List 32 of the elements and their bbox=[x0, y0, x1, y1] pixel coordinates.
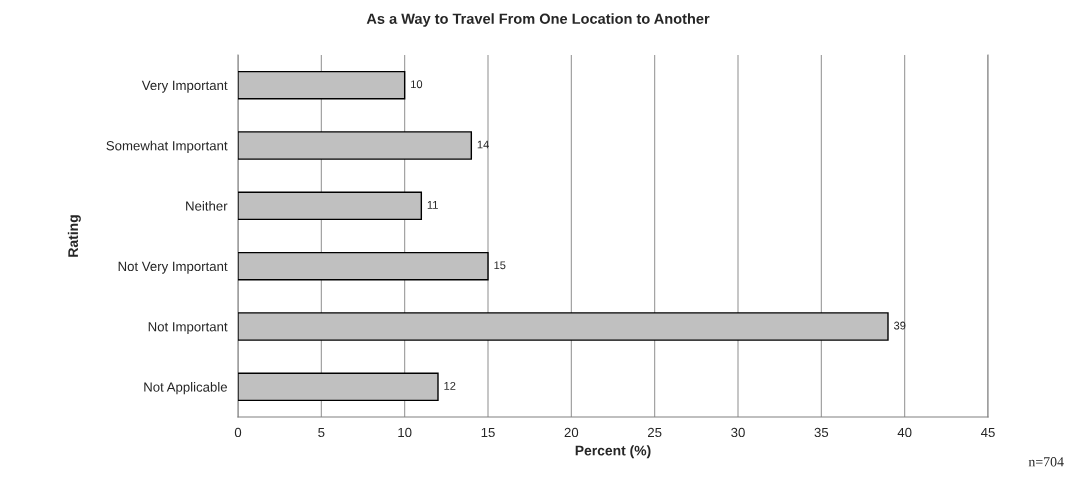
x-tick-label: 45 bbox=[980, 427, 995, 438]
y-tick-label: Not Important bbox=[148, 322, 228, 335]
data-label: 14 bbox=[477, 140, 489, 149]
y-tick-label: Somewhat Important bbox=[106, 140, 228, 154]
data-label: 15 bbox=[494, 261, 506, 270]
x-tick-label: 10 bbox=[398, 427, 412, 438]
x-tick-label: 30 bbox=[731, 427, 745, 438]
y-tick-label: Very Important bbox=[141, 80, 228, 93]
x-tick-label: 0 bbox=[234, 427, 242, 438]
chart-title: As a Way to Travel From One Location to Another bbox=[366, 13, 710, 27]
bar bbox=[238, 251, 489, 281]
data-label: 12 bbox=[444, 381, 456, 390]
text: n=704 bbox=[1028, 457, 1064, 467]
x-axis-title: Percent (%) bbox=[575, 445, 651, 459]
bar bbox=[238, 191, 423, 221]
bar bbox=[238, 372, 439, 402]
x-tick-label: 15 bbox=[481, 427, 495, 438]
y-axis-title: Rating bbox=[67, 215, 81, 257]
y-tick-label: Not Applicable bbox=[144, 382, 227, 395]
x-tick-label: 35 bbox=[814, 427, 829, 438]
data-label: 11 bbox=[427, 201, 438, 209]
y-tick-label: Not Very Important bbox=[118, 261, 228, 274]
y-tick-label: Neither bbox=[186, 201, 228, 211]
x-tick-label: 20 bbox=[564, 427, 579, 438]
bar bbox=[238, 131, 473, 160]
data-label: 10 bbox=[411, 80, 423, 89]
x-tick-label: 40 bbox=[897, 427, 912, 438]
data-label: 39 bbox=[893, 321, 906, 330]
x-tick-label: 25 bbox=[647, 427, 662, 438]
x-tick-label: 5 bbox=[318, 427, 325, 438]
bar bbox=[238, 312, 889, 341]
bar bbox=[238, 70, 406, 100]
